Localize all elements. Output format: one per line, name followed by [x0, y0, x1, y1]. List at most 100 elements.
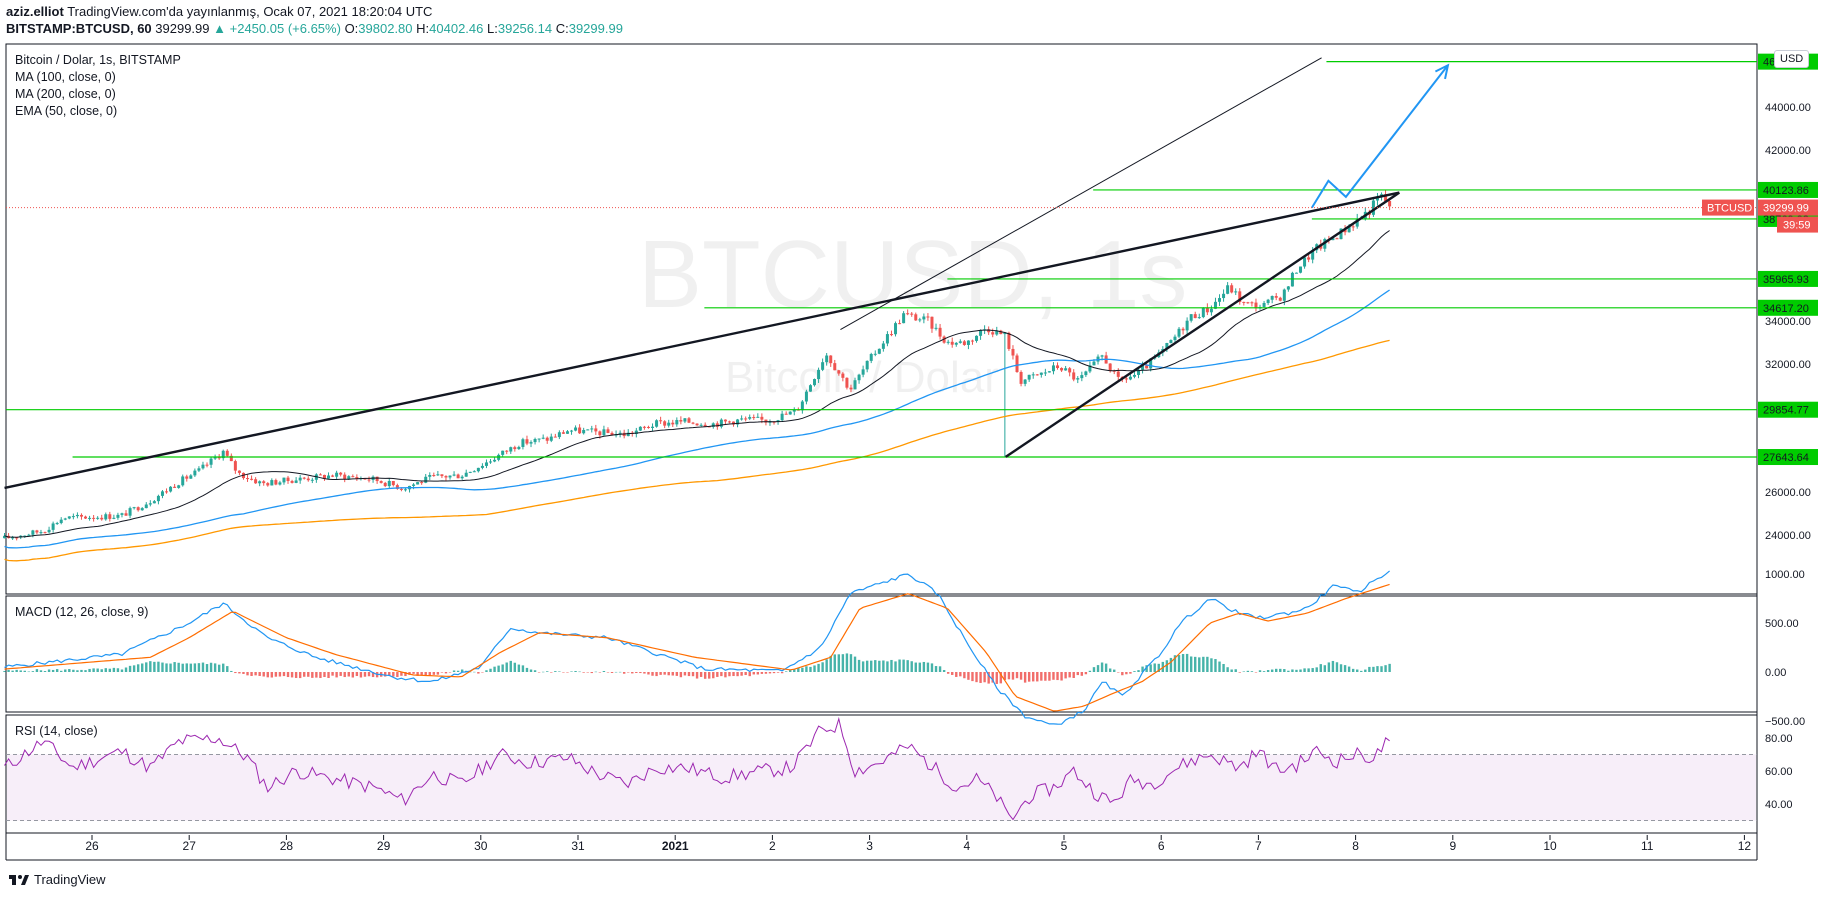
candle-body — [391, 480, 395, 486]
candle-body — [991, 332, 995, 335]
candle-body — [1080, 375, 1084, 379]
macd-histogram-bar — [797, 667, 800, 672]
macd-histogram-bar — [651, 672, 654, 676]
author-name[interactable]: aziz.elliot — [6, 4, 64, 19]
macd-histogram-bar — [1015, 672, 1019, 679]
trend-line[interactable] — [840, 57, 1322, 330]
macd-histogram-bar — [784, 671, 788, 672]
macd-histogram-bar — [1141, 666, 1144, 672]
candle-body — [784, 413, 788, 415]
macd-histogram-bar — [772, 672, 776, 674]
macd-histogram-bar — [1258, 670, 1262, 672]
macd-histogram-bar — [566, 672, 569, 673]
candle-body — [177, 485, 181, 488]
candle-body — [618, 432, 622, 435]
trend-line[interactable] — [1005, 191, 1401, 458]
candle-body — [1286, 286, 1290, 290]
legend-ema50: EMA (50, close, 0) — [15, 104, 117, 118]
macd-histogram-bar — [335, 672, 338, 678]
macd-histogram-bar — [311, 672, 314, 678]
candle-body — [229, 455, 233, 462]
candle-body — [914, 314, 918, 321]
candle-body — [1347, 226, 1351, 233]
candle-body — [286, 477, 290, 482]
macd-histogram-bar — [1295, 669, 1298, 672]
macd-histogram-bar — [76, 670, 79, 672]
candle-body — [772, 421, 776, 423]
candle-body — [75, 514, 79, 517]
candle-body — [873, 353, 877, 355]
candle-body — [898, 323, 902, 325]
macd-histogram-bar — [942, 670, 946, 672]
candle-body — [1335, 238, 1339, 240]
macd-histogram-bar — [1218, 661, 1221, 672]
macd-histogram-bar — [756, 672, 760, 675]
candle-body — [865, 360, 869, 370]
macd-histogram-bar — [618, 671, 622, 673]
macd-histogram-bar — [1254, 672, 1258, 673]
macd-histogram-bar — [1283, 669, 1286, 672]
projection-arrow[interactable] — [1311, 64, 1449, 209]
candle-body — [792, 409, 796, 412]
brand-footer[interactable]: TradingView — [8, 872, 106, 887]
macd-histogram-bar — [857, 659, 861, 672]
macd-histogram-bar — [914, 662, 917, 672]
candle-body — [679, 420, 683, 422]
candle-body — [651, 426, 655, 428]
candle-body — [250, 478, 254, 480]
candle-body — [934, 327, 938, 329]
candle-body — [1351, 226, 1355, 228]
time-tick-label: 11 — [1641, 839, 1654, 853]
macd-histogram-bar — [760, 672, 764, 674]
macd-histogram-bar — [1007, 672, 1011, 680]
trend-line[interactable] — [4, 191, 1400, 490]
candle-body — [1294, 272, 1298, 274]
candle-body — [1388, 201, 1392, 207]
macd-histogram-bar — [1384, 665, 1387, 672]
candle-body — [1116, 371, 1120, 377]
macd-pane[interactable] — [5, 595, 1758, 713]
candle-body — [598, 431, 602, 436]
watermark-symbol: BTCUSD, 1s — [638, 221, 1187, 328]
candle-body — [128, 508, 132, 516]
macd-histogram-bar — [153, 661, 156, 672]
macd-histogram-bar — [582, 672, 585, 673]
legend-title: Bitcoin / Dolar, 1s, BITSTAMP — [15, 53, 181, 67]
candle-body — [270, 480, 274, 486]
candle-body — [853, 380, 857, 390]
candle-body — [343, 474, 347, 480]
macd-histogram-bar — [108, 668, 112, 672]
candle-body — [331, 475, 335, 477]
macd-histogram-bar — [400, 672, 403, 676]
candle-body — [740, 418, 744, 420]
currency-button[interactable]: USD — [1774, 50, 1810, 68]
candle-body — [1193, 314, 1197, 319]
time-tick-label: 12 — [1738, 839, 1752, 853]
candle-body — [351, 476, 355, 478]
candle-body — [1205, 307, 1209, 313]
macd-histogram-bar — [716, 672, 719, 677]
candle-body — [96, 517, 100, 519]
candle-body — [124, 513, 128, 516]
candle-body — [610, 432, 614, 436]
candle-body — [813, 379, 817, 386]
macd-histogram-bar — [497, 665, 500, 672]
macd-histogram-bar — [537, 672, 541, 673]
rsi-line — [4, 716, 1390, 821]
candle-body — [776, 420, 780, 422]
macd-histogram-bar — [635, 672, 638, 673]
macd-histogram-bar — [546, 671, 549, 672]
macd-histogram-bar — [703, 672, 707, 679]
macd-tick-label: 1000.00 — [1765, 569, 1805, 581]
candle-body — [970, 340, 974, 342]
macd-histogram-bar — [270, 672, 274, 678]
macd-histogram-bar — [789, 669, 792, 672]
candle-body — [683, 418, 687, 422]
macd-histogram-bar — [521, 665, 525, 672]
macd-histogram-bar — [627, 672, 630, 673]
macd-histogram-bar — [60, 670, 63, 672]
candle-body — [318, 474, 322, 476]
candle-body — [67, 516, 71, 519]
macd-histogram-bar — [967, 672, 970, 680]
